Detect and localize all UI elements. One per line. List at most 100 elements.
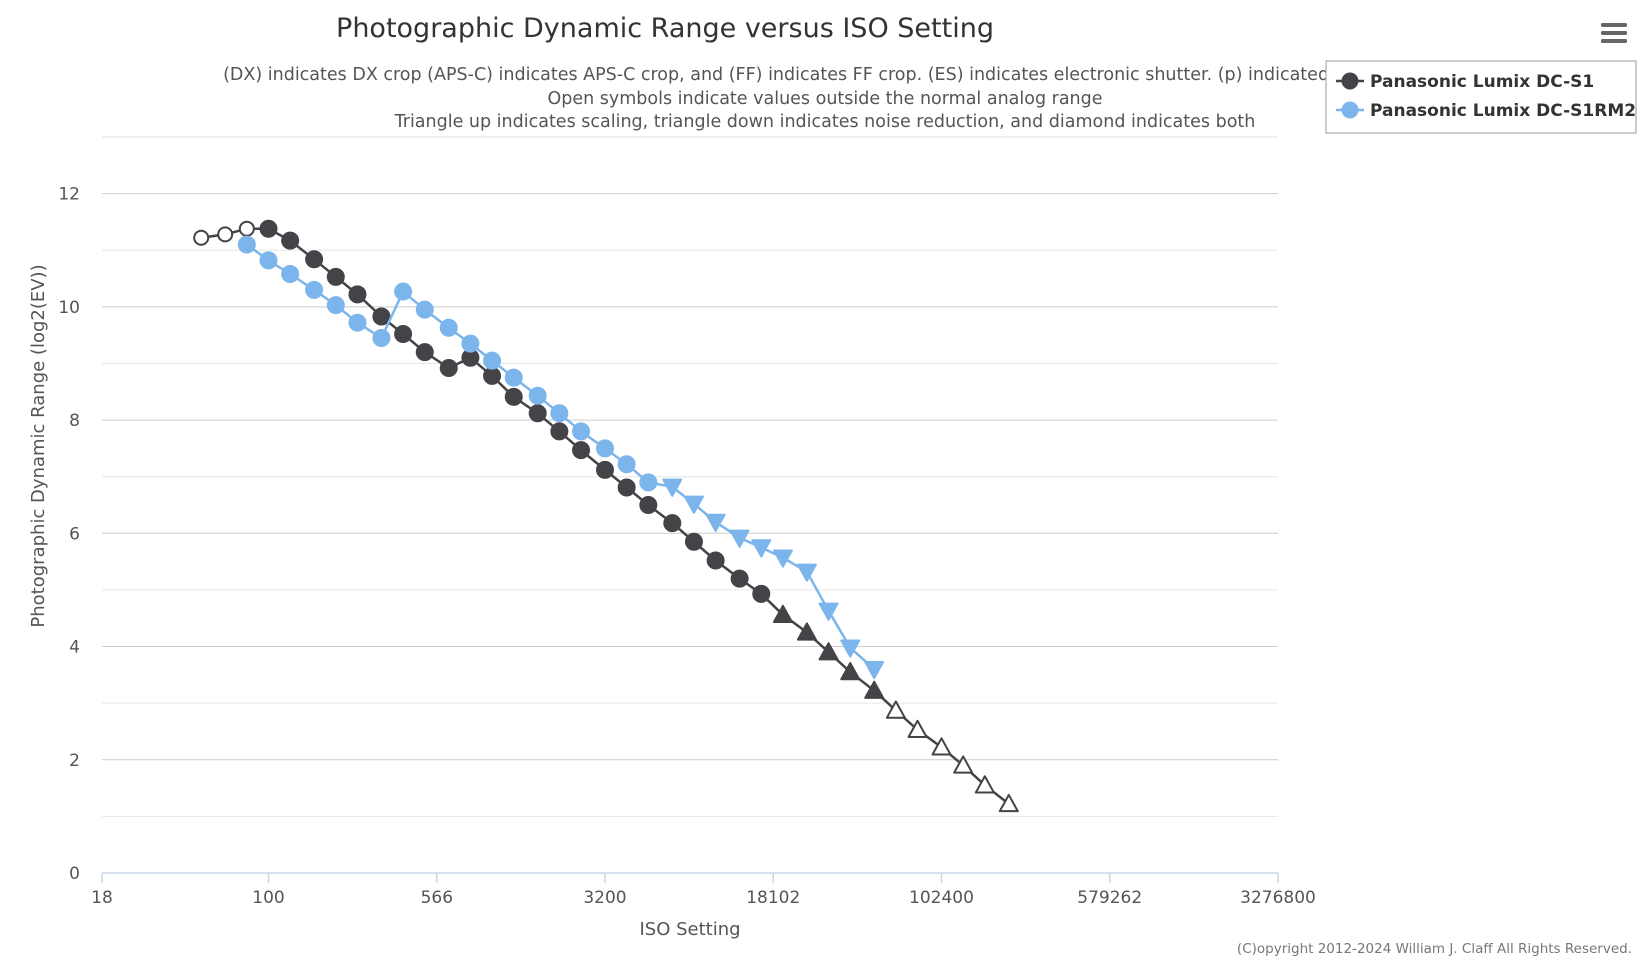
- data-point[interactable]: [595, 460, 614, 479]
- data-point[interactable]: [504, 387, 523, 406]
- data-point[interactable]: [281, 265, 300, 284]
- y-tick-label: 2: [69, 751, 80, 771]
- chart-subtitle-line-1: (DX) indicates DX crop (APS-C) indicates…: [223, 65, 1354, 85]
- legend-item-s1rm2[interactable]: Panasonic Lumix DC-S1RM2: [1336, 101, 1636, 121]
- data-point[interactable]: [705, 513, 726, 532]
- data-point[interactable]: [931, 737, 952, 756]
- legend-item-s1[interactable]: Panasonic Lumix DC-S1: [1336, 72, 1594, 92]
- data-point[interactable]: [483, 366, 502, 385]
- legend-label-s1rm2: Panasonic Lumix DC-S1RM2: [1370, 101, 1636, 121]
- data-point[interactable]: [305, 250, 324, 269]
- data-point[interactable]: [772, 549, 793, 568]
- data-point[interactable]: [572, 422, 591, 441]
- data-point[interactable]: [326, 296, 345, 315]
- data-point[interactable]: [372, 328, 391, 347]
- y-tick-label: 4: [69, 638, 80, 658]
- data-point[interactable]: [617, 455, 636, 474]
- chart-subtitle-line-2: Open symbols indicate values outside the…: [547, 89, 1102, 109]
- series-layer: [193, 219, 1019, 813]
- data-point[interactable]: [639, 473, 658, 492]
- data-point[interactable]: [953, 755, 974, 774]
- data-point[interactable]: [504, 368, 523, 387]
- data-point[interactable]: [394, 325, 413, 344]
- menu-bar-middle: [1601, 31, 1627, 35]
- series-0: [193, 219, 1019, 813]
- data-point[interactable]: [840, 662, 861, 681]
- data-point[interactable]: [281, 231, 300, 250]
- data-point[interactable]: [439, 358, 458, 377]
- x-tick-label: 579262: [1077, 888, 1142, 908]
- axes: 0 2 4 6 8 10 12 18 100 566 3200 18102 102400 579262 32…: [58, 185, 1316, 908]
- data-point[interactable]: [706, 551, 725, 570]
- data-point[interactable]: [193, 229, 210, 246]
- x-tick-label: 102400: [909, 888, 974, 908]
- data-point[interactable]: [595, 439, 614, 458]
- data-point[interactable]: [974, 775, 995, 794]
- menu-bar-top: [1601, 23, 1627, 27]
- data-point[interactable]: [483, 351, 502, 370]
- x-tick-label: 3276800: [1240, 888, 1316, 908]
- menu-bar-bottom: [1601, 39, 1627, 43]
- data-point[interactable]: [885, 700, 906, 719]
- legend-marker-s1: [1341, 72, 1359, 90]
- data-point[interactable]: [998, 793, 1019, 813]
- data-point[interactable]: [864, 660, 885, 680]
- data-point[interactable]: [683, 495, 704, 514]
- hamburger-menu-icon[interactable]: [1596, 20, 1630, 48]
- data-point[interactable]: [729, 529, 750, 548]
- data-point[interactable]: [348, 285, 367, 304]
- data-point[interactable]: [550, 422, 569, 441]
- data-point[interactable]: [684, 532, 703, 551]
- y-tick-label: 10: [58, 298, 80, 318]
- y-tick-label: 6: [69, 524, 80, 544]
- chart-subtitle-line-3: Triangle up indicates scaling, triangle …: [394, 112, 1256, 132]
- data-point[interactable]: [639, 496, 658, 514]
- data-point[interactable]: [772, 604, 793, 624]
- legend-label-s1: Panasonic Lumix DC-S1: [1370, 72, 1594, 92]
- data-point[interactable]: [864, 680, 885, 699]
- data-point[interactable]: [439, 318, 458, 337]
- data-point[interactable]: [259, 219, 278, 238]
- data-point[interactable]: [217, 226, 234, 243]
- y-tick-label: 12: [58, 185, 80, 205]
- copyright-credit: (C)opyright 2012-2024 William J. Claff A…: [1237, 941, 1632, 957]
- data-point[interactable]: [528, 386, 547, 405]
- data-point[interactable]: [663, 514, 682, 533]
- data-point[interactable]: [818, 602, 839, 621]
- legend-box: [1325, 60, 1637, 134]
- x-tick-label: 100: [252, 888, 284, 908]
- data-point[interactable]: [818, 642, 839, 661]
- data-point[interactable]: [528, 404, 547, 423]
- data-point[interactable]: [730, 569, 749, 588]
- data-point[interactable]: [550, 404, 569, 423]
- data-point[interactable]: [796, 563, 817, 582]
- data-point[interactable]: [415, 343, 434, 362]
- data-point[interactable]: [372, 307, 391, 326]
- legend: Panasonic Lumix DC-S1 Panasonic Lumix DC…: [1325, 60, 1637, 134]
- data-point[interactable]: [752, 584, 771, 603]
- data-point[interactable]: [238, 220, 255, 237]
- data-point[interactable]: [751, 539, 772, 558]
- x-tick-label: 18: [91, 888, 113, 908]
- data-point[interactable]: [572, 441, 591, 460]
- data-point[interactable]: [394, 282, 413, 301]
- data-point[interactable]: [461, 334, 480, 353]
- data-point[interactable]: [415, 300, 434, 319]
- data-point[interactable]: [796, 622, 817, 641]
- data-point[interactable]: [305, 280, 324, 299]
- data-point[interactable]: [840, 639, 861, 658]
- data-point[interactable]: [237, 235, 256, 254]
- data-point[interactable]: [662, 478, 683, 497]
- x-axis-title: ISO Setting: [639, 919, 740, 940]
- data-point[interactable]: [259, 251, 278, 270]
- x-tick-label: 18102: [746, 888, 800, 908]
- x-tick-label: 3200: [583, 888, 626, 908]
- data-point[interactable]: [348, 313, 367, 332]
- x-tick-label: 566: [421, 888, 453, 908]
- data-point[interactable]: [617, 478, 636, 497]
- y-tick-label: 0: [69, 864, 80, 884]
- data-point[interactable]: [326, 267, 345, 286]
- data-point[interactable]: [907, 719, 928, 738]
